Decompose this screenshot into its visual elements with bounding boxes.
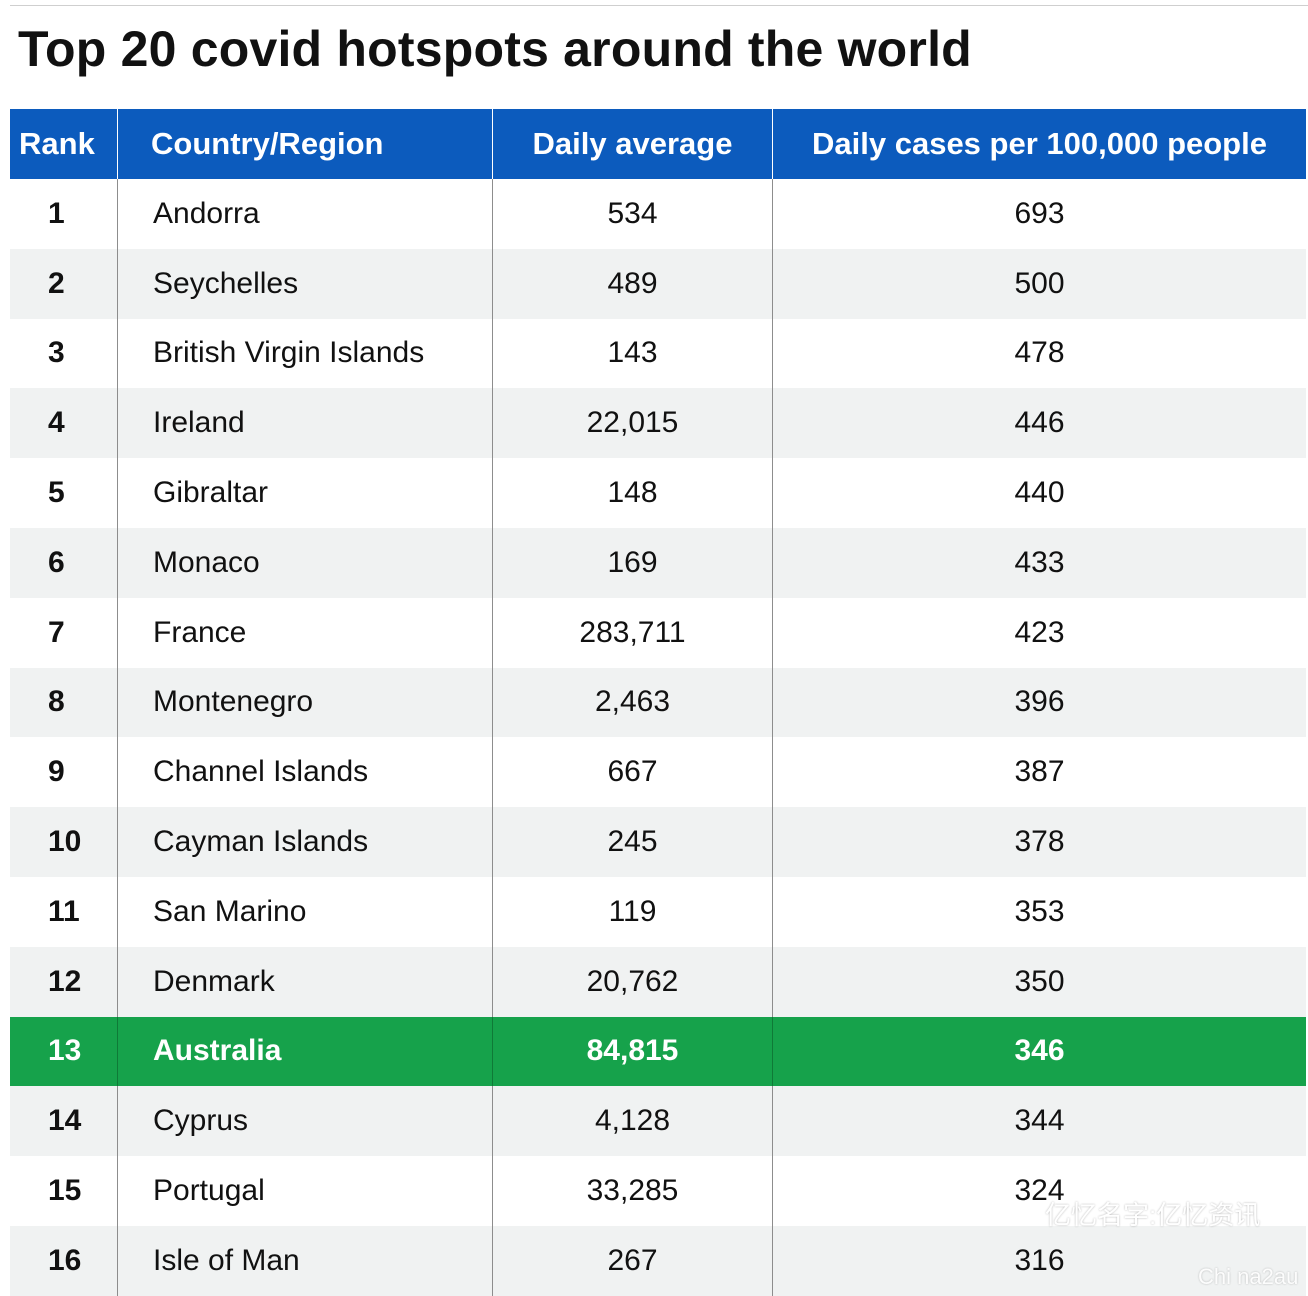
per-100k-cell: 324 [1014, 1174, 1065, 1208]
rank-cell: 11 [10, 876, 118, 947]
country-cell: Cyprus [118, 1086, 493, 1157]
per-100k-cell: 693 [1014, 196, 1065, 230]
daily-average-cell: 283,711 [493, 597, 773, 668]
country-cell: France [118, 597, 493, 668]
table-row: 15 Portugal 33,285 324 [10, 1156, 1306, 1226]
daily-average-cell: 143 [493, 318, 773, 389]
per-100k-cell: 423 [1014, 615, 1065, 649]
table-body: 1 Andorra 534 693 2 Seychelles 489 500 3 British … [10, 179, 1306, 1296]
watermark-text: 亿忆名字:亿忆资讯 [1045, 1200, 1261, 1230]
daily-average-cell: 534 [493, 179, 773, 249]
country-cell: British Virgin Islands [118, 318, 493, 389]
daily-average-cell: 148 [493, 458, 773, 528]
rank-cell: 8 [10, 667, 118, 738]
country-cell: Montenegro [118, 667, 493, 738]
country-cell: Gibraltar [118, 458, 493, 528]
rank-cell: 10 [10, 807, 118, 877]
table-row: 5 Gibraltar 148 440 [10, 458, 1306, 528]
daily-average-cell: 489 [493, 248, 773, 319]
country-cell: Monaco [118, 527, 493, 598]
per-100k-cell: 316 [1014, 1243, 1065, 1277]
country-cell: Andorra [118, 179, 493, 249]
daily-average-cell: 33,285 [493, 1156, 773, 1226]
per-100k-cell: 378 [1014, 825, 1065, 859]
country-cell: Denmark [118, 946, 493, 1017]
daily-average-cell: 169 [493, 527, 773, 598]
table-row: 16 Isle of Man 267 316 [10, 1225, 1306, 1296]
per-100k-cell: 500 [1014, 266, 1065, 300]
hotspots-table: Rank Country/Region Daily average Daily … [10, 109, 1306, 1296]
header-per-100k: Daily cases per 100,000 people [812, 126, 1267, 161]
rank-cell: 13 [10, 1016, 118, 1087]
header-daily-average: Daily average [493, 109, 773, 179]
rank-cell: 4 [10, 388, 118, 459]
table-row: 10 Cayman Islands 245 378 [10, 807, 1306, 877]
table-row: 6 Monaco 169 433 [10, 527, 1306, 598]
daily-average-cell: 119 [493, 876, 773, 947]
country-cell: Isle of Man [118, 1225, 493, 1296]
per-100k-cell: 387 [1014, 755, 1065, 789]
rank-cell: 14 [10, 1086, 118, 1157]
header-rank: Rank [10, 109, 118, 179]
country-cell: Channel Islands [118, 737, 493, 808]
header-country: Country/Region [118, 109, 493, 179]
daily-average-cell: 84,815 [493, 1016, 773, 1087]
rank-cell: 5 [10, 458, 118, 528]
country-cell: San Marino [118, 876, 493, 947]
table-row: 8 Montenegro 2,463 396 [10, 667, 1306, 738]
table-row: 4 Ireland 22,015 446 [10, 388, 1306, 459]
rank-cell: 3 [10, 318, 118, 389]
per-100k-cell: 346 [1014, 1034, 1065, 1068]
per-100k-cell: 440 [1014, 476, 1065, 510]
top-divider [10, 5, 1308, 6]
country-cell: Portugal [118, 1156, 493, 1226]
per-100k-cell: 350 [1014, 964, 1065, 998]
country-cell: Australia [118, 1016, 493, 1087]
daily-average-cell: 2,463 [493, 667, 773, 738]
rank-cell: 7 [10, 597, 118, 668]
rank-cell: 1 [10, 179, 118, 249]
rank-cell: 2 [10, 248, 118, 319]
page-title: Top 20 covid hotspots around the world [18, 21, 972, 77]
rank-cell: 6 [10, 527, 118, 598]
country-cell: Seychelles [118, 248, 493, 319]
table-row: 1 Andorra 534 693 [10, 179, 1306, 249]
table-row: 3 British Virgin Islands 143 478 [10, 318, 1306, 389]
table-header: Rank Country/Region Daily average Daily … [10, 109, 1306, 179]
rank-cell: 9 [10, 737, 118, 808]
table-row: 9 Channel Islands 667 387 [10, 737, 1306, 808]
daily-average-cell: 245 [493, 807, 773, 877]
country-cell: Ireland [118, 388, 493, 459]
per-100k-cell: 433 [1014, 545, 1065, 579]
table-row-highlighted: 13 Australia 84,815 346 [10, 1016, 1306, 1087]
table-row: 11 San Marino 119 353 [10, 876, 1306, 947]
per-100k-cell: 396 [1014, 685, 1065, 719]
country-cell: Cayman Islands [118, 807, 493, 877]
per-100k-cell: 344 [1014, 1104, 1065, 1138]
table-row: 7 France 283,711 423 [10, 597, 1306, 668]
daily-average-cell: 267 [493, 1225, 773, 1296]
per-100k-cell: 353 [1014, 894, 1065, 928]
rank-cell: 16 [10, 1225, 118, 1296]
table-row: 2 Seychelles 489 500 [10, 248, 1306, 319]
table-row: 12 Denmark 20,762 350 [10, 946, 1306, 1017]
watermark-subtext: Chi na2au [1198, 1264, 1299, 1289]
rank-cell: 12 [10, 946, 118, 1017]
rank-cell: 15 [10, 1156, 118, 1226]
per-100k-cell: 446 [1014, 406, 1065, 440]
daily-average-cell: 667 [493, 737, 773, 808]
daily-average-cell: 4,128 [493, 1086, 773, 1157]
table-row: 14 Cyprus 4,128 344 [10, 1086, 1306, 1157]
per-100k-cell: 478 [1014, 336, 1065, 370]
daily-average-cell: 20,762 [493, 946, 773, 1017]
daily-average-cell: 22,015 [493, 388, 773, 459]
